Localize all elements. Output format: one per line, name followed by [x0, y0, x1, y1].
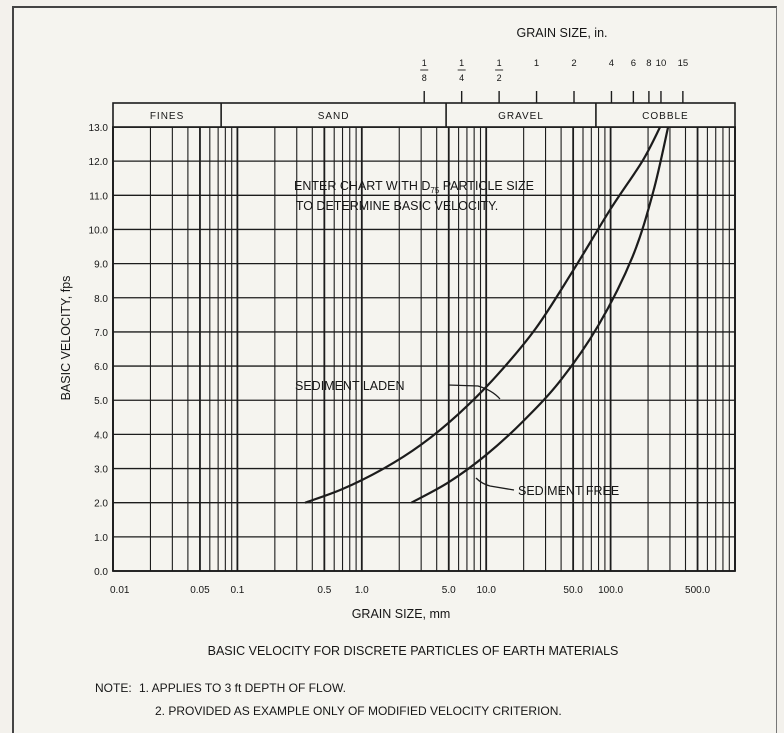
class-label-cobble: COBBLE [642, 111, 689, 122]
series-line-sediment-laden [304, 126, 662, 504]
y-tick-label: 10.0 [89, 225, 109, 236]
chart-annotation-line1: ENTER CHART WITH D75 PARTICLE SIZE [294, 179, 534, 195]
x-tick-label: 10.0 [476, 585, 496, 596]
leader-line-sediment-laden [447, 384, 501, 400]
x-tick-label: 1.0 [355, 585, 369, 596]
top-tick-label: 2 [571, 58, 576, 69]
annotation-subscript: 75 [430, 186, 439, 195]
y-tick-label: 1.0 [94, 533, 108, 544]
top-tick-label: 6 [631, 58, 636, 69]
leader-line-sediment-free [475, 477, 515, 491]
top-axis-title: GRAIN SIZE, in. [517, 26, 608, 40]
x-tick-label: 0.1 [230, 585, 244, 596]
y-tick-label: 7.0 [94, 328, 108, 339]
x-tick-label: 500.0 [685, 585, 710, 596]
y-tick-label: 9.0 [94, 260, 108, 271]
top-tick-label: 8 [646, 58, 651, 69]
class-label-gravel: GRAVEL [498, 111, 544, 122]
x-tick-label: 50.0 [563, 585, 583, 596]
chart-annotation-line2: TO DETERMINE BASIC VELOCITY. [296, 199, 498, 213]
class-label-fines: FINES [150, 111, 184, 122]
y-tick-label: 0.0 [94, 567, 108, 578]
y-tick-label: 13.0 [89, 123, 109, 134]
x-tick-label: 0.5 [317, 585, 331, 596]
figure-caption: BASIC VELOCITY FOR DISCRETE PARTICLES OF… [208, 644, 619, 658]
x-tick-label: 0.05 [190, 585, 210, 596]
top-tick-label: 15 [678, 58, 689, 69]
y-tick-label: 3.0 [94, 465, 108, 476]
series-label-sediment-free: SEDIMENT FREE [518, 484, 619, 498]
top-tick-label: 10 [656, 58, 667, 69]
y-tick-label: 12.0 [89, 157, 109, 168]
top-tick-label-numerator: 1 [459, 58, 464, 68]
note-label: NOTE: [95, 681, 132, 695]
y-tick-label: 8.0 [94, 294, 108, 305]
top-tick-label-numerator: 1 [497, 58, 502, 68]
x-tick-label: 0.01 [110, 585, 130, 596]
plot-border [112, 126, 736, 572]
y-tick-label: 11.0 [89, 191, 108, 202]
class-label-sand: SAND [318, 111, 350, 122]
x-tick-label: 100.0 [598, 585, 623, 596]
class-band [112, 102, 736, 128]
top-tick-label: 4 [609, 58, 614, 69]
y-axis-title: BASIC VELOCITY, fps [59, 276, 73, 401]
top-tick-label-denominator: 2 [497, 73, 502, 83]
y-tick-label: 4.0 [94, 430, 108, 441]
top-tick-label-denominator: 4 [459, 73, 464, 83]
y-tick-label: 6.0 [94, 362, 108, 373]
x-tick-label: 5.0 [442, 585, 456, 596]
top-tick-label-denominator: 8 [422, 73, 427, 83]
top-tick-label: 1 [534, 58, 539, 69]
note-1: 1. APPLIES TO 3 ft DEPTH OF FLOW. [139, 681, 346, 695]
x-axis-title: GRAIN SIZE, mm [352, 607, 451, 621]
series-label-sediment-laden: SEDIMENT LADEN [295, 379, 405, 393]
y-tick-label: 5.0 [94, 396, 108, 407]
note-2: 2. PROVIDED AS EXAMPLE ONLY OF MODIFIED … [155, 704, 562, 718]
series-line-sediment-free [410, 126, 670, 504]
y-tick-label: 2.0 [94, 499, 108, 510]
top-tick-label-numerator: 1 [422, 58, 427, 68]
grid-lines [112, 126, 736, 572]
